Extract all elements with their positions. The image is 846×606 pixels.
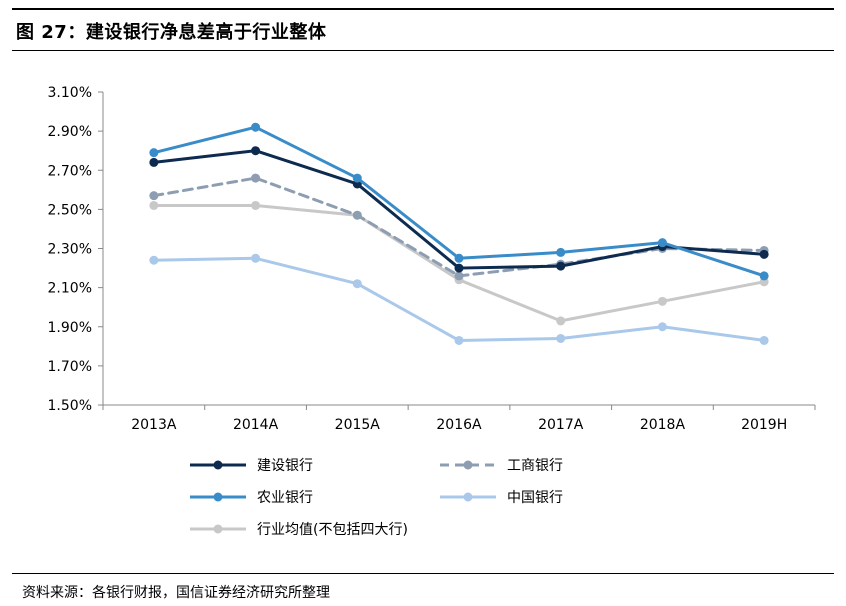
legend-swatch-marker	[213, 524, 223, 534]
data-point	[149, 191, 159, 201]
data-point	[556, 333, 566, 343]
data-point	[251, 253, 261, 263]
data-point	[759, 335, 769, 345]
series-4	[149, 200, 769, 326]
series-line	[152, 149, 766, 270]
x-tick-label: 2016A	[436, 417, 482, 433]
data-point	[149, 148, 159, 158]
data-point	[556, 247, 566, 257]
y-tick-label: 2.30%	[48, 242, 92, 258]
chart-axes: 1.50% 1.70% 1.90% 2.10% 2.30% 2.50% 2.70% 2.90%…	[48, 85, 816, 433]
series-3	[149, 253, 769, 345]
legend-item: 工商银行	[440, 458, 563, 474]
data-point	[251, 173, 261, 183]
series-line	[152, 203, 766, 323]
line-chart: 1.50% 1.70% 1.90% 2.10% 2.30% 2.50% 2.70% 2.90%…	[48, 85, 816, 538]
data-point	[149, 157, 159, 167]
legend-swatch-marker	[463, 492, 473, 502]
series-line	[152, 125, 766, 278]
x-tick-label: 2017A	[538, 417, 584, 433]
data-point	[352, 210, 362, 220]
legend-swatch-marker	[463, 460, 473, 470]
data-point	[759, 271, 769, 281]
x-tick-label: 2019H	[741, 417, 787, 433]
legend-swatch-marker	[213, 492, 223, 502]
header-rule	[12, 50, 834, 51]
data-point	[759, 249, 769, 259]
x-tick-label: 2015A	[335, 417, 381, 433]
y-tick-label: 1.90%	[48, 320, 92, 336]
data-point	[657, 296, 667, 306]
data-point	[556, 316, 566, 326]
x-tick-label: 2018A	[640, 417, 686, 433]
legend-swatch-marker	[213, 460, 223, 470]
legend-label: 中国银行	[507, 490, 563, 506]
data-point	[251, 200, 261, 210]
top-rule	[12, 8, 834, 10]
footer-rule	[12, 573, 834, 574]
data-point	[352, 279, 362, 289]
x-tick-label: 2014A	[233, 417, 279, 433]
data-point	[454, 253, 464, 263]
data-point	[657, 322, 667, 332]
y-tick-label: 1.70%	[48, 359, 92, 375]
data-point	[556, 261, 566, 271]
legend-label: 农业银行	[257, 490, 313, 506]
data-point	[251, 146, 261, 156]
data-point	[454, 271, 464, 281]
series-0	[149, 146, 769, 273]
y-tick-label: 2.10%	[48, 281, 92, 297]
y-tick-label: 2.50%	[48, 202, 92, 218]
legend-item: 行业均值(不包括四大行)	[190, 522, 408, 538]
data-point	[251, 122, 261, 132]
series-2	[149, 122, 769, 281]
y-tick-label: 2.90%	[48, 124, 92, 140]
chart-series	[149, 122, 769, 345]
data-point	[149, 200, 159, 210]
legend-label: 行业均值(不包括四大行)	[257, 522, 408, 538]
y-tick-label: 3.10%	[48, 85, 92, 101]
legend-item: 农业银行	[190, 490, 313, 506]
data-point	[352, 173, 362, 183]
y-tick-label: 1.50%	[48, 398, 92, 414]
figure-title: 图 27：建设银行净息差高于行业整体	[16, 22, 327, 43]
figure-header: 图 27：建设银行净息差高于行业整体	[12, 14, 834, 50]
legend-item: 中国银行	[440, 490, 563, 506]
data-point	[454, 263, 464, 273]
data-point	[454, 335, 464, 345]
data-point	[149, 255, 159, 265]
x-tick-label: 2013A	[131, 417, 177, 433]
legend-label: 建设银行	[257, 458, 313, 474]
figure-source: 资料来源：各银行财报，国信证券经济研究所整理	[22, 585, 330, 601]
legend-label: 工商银行	[507, 458, 563, 474]
y-tick-label: 2.70%	[48, 163, 92, 179]
data-point	[657, 238, 667, 248]
legend-item: 建设银行	[190, 458, 313, 474]
